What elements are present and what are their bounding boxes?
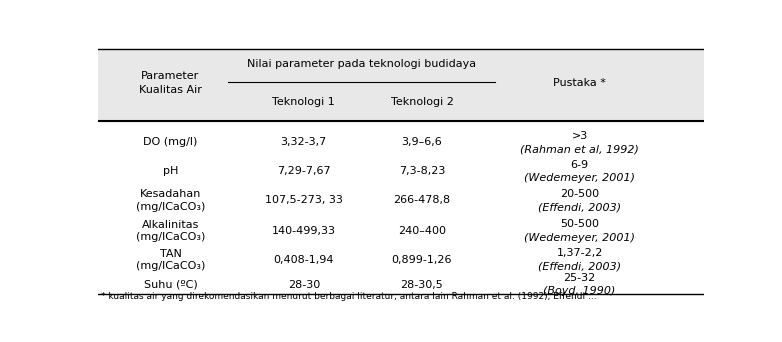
Text: TAN
(mg/lCaCO₃): TAN (mg/lCaCO₃) [136,249,205,271]
Text: 50-500: 50-500 [560,219,599,229]
Text: Parameter
Kualitas Air: Parameter Kualitas Air [139,70,202,94]
Text: 266-478,8: 266-478,8 [393,195,450,205]
Text: 28-30: 28-30 [288,280,320,290]
Text: 7,29-7,67: 7,29-7,67 [277,167,331,176]
Text: 6-9: 6-9 [571,160,589,170]
Text: 0,408-1,94: 0,408-1,94 [274,255,334,265]
Text: Alkalinitas
(mg/lCaCO₃): Alkalinitas (mg/lCaCO₃) [136,220,205,242]
Text: 3,32-3,7: 3,32-3,7 [281,137,327,147]
Text: >3: >3 [572,131,588,141]
Text: 3,9–6,6: 3,9–6,6 [402,137,443,147]
Text: 140-499,33: 140-499,33 [272,226,335,236]
Text: * kualitas air yang direkomendasikan menurut berbagai literatur, antara lain Rah: * kualitas air yang direkomendasikan men… [101,292,597,301]
Text: 28-30,5: 28-30,5 [400,280,443,290]
Text: Suhu (ºC): Suhu (ºC) [144,280,197,290]
Text: Kesadahan
(mg/lCaCO₃): Kesadahan (mg/lCaCO₃) [136,189,205,212]
Text: (Effendi, 2003): (Effendi, 2003) [538,262,621,272]
Text: 240–400: 240–400 [398,226,446,236]
Text: Pustaka *: Pustaka * [553,78,606,88]
Text: 0,899-1,26: 0,899-1,26 [392,255,452,265]
Text: 107,5-273, 33: 107,5-273, 33 [265,195,343,205]
Text: Nilai parameter pada teknologi budidaya: Nilai parameter pada teknologi budidaya [247,59,476,69]
Text: DO (mg/l): DO (mg/l) [143,137,198,147]
Text: Teknologi 2: Teknologi 2 [390,96,454,107]
Text: 1,37-2,2: 1,37-2,2 [556,248,603,258]
Text: (Wedemeyer, 2001): (Wedemeyer, 2001) [524,173,635,183]
Text: 20-500: 20-500 [560,188,599,198]
Text: 7,3-8,23: 7,3-8,23 [399,167,445,176]
Bar [98,49,704,121]
Text: (Wedemeyer, 2001): (Wedemeyer, 2001) [524,233,635,243]
Text: Teknologi 1: Teknologi 1 [272,96,335,107]
Text: pH: pH [163,167,178,176]
Text: 25-32: 25-32 [564,273,596,283]
Text: (Boyd, 1990): (Boyd, 1990) [543,287,615,297]
Text: (Rahman et al, 1992): (Rahman et al, 1992) [520,144,639,154]
Text: (Effendi, 2003): (Effendi, 2003) [538,202,621,212]
